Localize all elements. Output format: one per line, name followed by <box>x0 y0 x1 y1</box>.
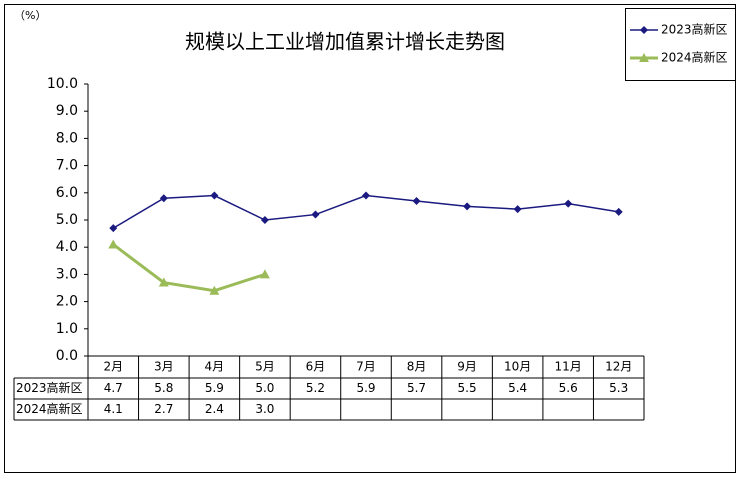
point <box>260 216 269 224</box>
point <box>311 210 320 219</box>
x-tick-label: 3月 <box>154 360 174 374</box>
table-cell: 5.0 <box>255 381 274 395</box>
x-tick-label: 7月 <box>356 360 376 374</box>
x-tick-label: 6月 <box>306 360 326 374</box>
point <box>158 277 169 287</box>
x-tick-label: 12月 <box>605 360 632 374</box>
x-tick-label: 4月 <box>205 360 225 374</box>
table-cell: 5.2 <box>306 381 325 395</box>
x-tick-label: 5月 <box>255 360 275 374</box>
y-tick-label: 6.0 <box>56 185 78 201</box>
y-unit: （%） <box>14 9 46 22</box>
y-tick-label: 10.0 <box>47 76 78 92</box>
legend-marker <box>639 53 649 62</box>
table-cell: 2.7 <box>154 402 173 416</box>
point <box>108 239 119 249</box>
table-cell: 5.5 <box>458 381 477 395</box>
y-tick-label: 7.0 <box>56 158 78 174</box>
table-cell: 4.7 <box>104 381 123 395</box>
table-row-label: 2023高新区 <box>16 380 83 395</box>
point <box>513 205 522 214</box>
y-tick-label: 5.0 <box>56 212 78 228</box>
series-line <box>112 243 266 293</box>
x-tick-label: 8月 <box>407 360 427 374</box>
y-tick-label: 2.0 <box>56 294 78 310</box>
legend-box <box>625 8 736 81</box>
y-tick-label: 3.0 <box>56 266 78 282</box>
x-tick-label: 11月 <box>555 360 582 374</box>
table-cell: 2.4 <box>205 402 224 416</box>
point <box>109 224 118 233</box>
point <box>210 191 219 200</box>
point <box>614 207 623 216</box>
point <box>463 202 472 211</box>
legend-label: 2024高新区 <box>661 50 728 65</box>
point <box>564 199 573 208</box>
point <box>362 191 370 200</box>
table-cell: 5.8 <box>154 381 173 395</box>
table-cell: 5.3 <box>609 381 628 395</box>
y-tick-label: 4.0 <box>56 239 78 255</box>
legend-label: 2023高新区 <box>661 22 728 37</box>
table-cell: 3.0 <box>255 402 274 416</box>
x-tick-label: 9月 <box>457 360 477 374</box>
y-tick-label: 8.0 <box>56 130 78 146</box>
table-cell: 5.4 <box>508 381 527 395</box>
table-cell: 5.9 <box>356 381 375 395</box>
table-cell: 5.6 <box>559 381 578 395</box>
y-tick-label: 0.0 <box>56 348 78 364</box>
y-tick-label: 9.0 <box>56 103 78 119</box>
point <box>159 194 168 203</box>
y-tick-label: 1.0 <box>56 321 78 337</box>
table-cell: 5.7 <box>407 381 426 395</box>
x-tick-label: 2月 <box>103 360 123 374</box>
point <box>412 196 421 205</box>
legend-marker <box>640 26 648 34</box>
point <box>209 285 220 295</box>
table-cell: 5.9 <box>205 381 224 395</box>
table-row-label: 2024高新区 <box>16 401 83 416</box>
chart-title: 规模以上工业增加值累计增长走势图 <box>185 30 505 54</box>
table-cell: 4.1 <box>104 402 123 416</box>
x-tick-label: 10月 <box>504 360 531 374</box>
point <box>259 269 270 279</box>
frame <box>4 4 736 473</box>
